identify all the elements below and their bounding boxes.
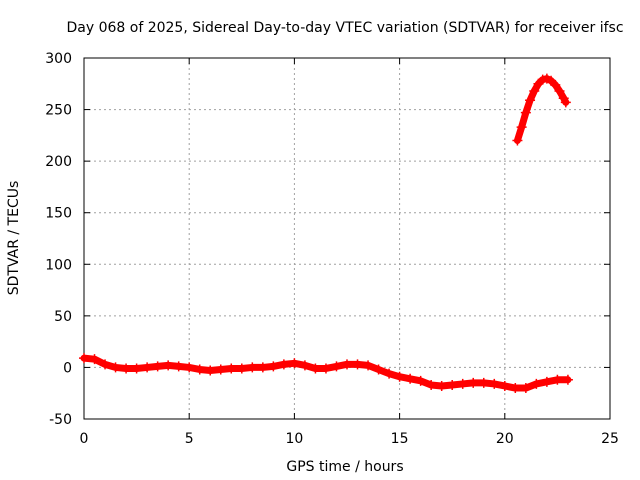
- series-1-point: [194, 364, 205, 375]
- series-1-point: [331, 361, 342, 372]
- series-1-point: [89, 354, 100, 365]
- series-1-point: [289, 358, 300, 369]
- series-2-point: [537, 74, 548, 85]
- series-2-point: [560, 97, 571, 108]
- series-2-point: [512, 135, 523, 146]
- y-tick-label: 50: [54, 309, 72, 325]
- series-1-point: [299, 360, 310, 371]
- y-tick-label: 200: [45, 154, 72, 170]
- series-1-point: [499, 380, 510, 391]
- series-1-point: [226, 363, 237, 374]
- y-tick-label: 100: [45, 257, 72, 273]
- series-1-point: [205, 365, 216, 376]
- series-1-point: [426, 379, 437, 390]
- series-1-point: [373, 364, 384, 375]
- y-tick-label: 150: [45, 206, 72, 222]
- chart-title: Day 068 of 2025, Sidereal Day-to-day VTE…: [66, 20, 623, 36]
- series-1-point: [520, 383, 531, 394]
- series-1-point: [457, 378, 468, 389]
- x-tick-label: 10: [285, 431, 303, 447]
- series-1-point: [541, 376, 552, 387]
- x-axis-label: GPS time / hours: [286, 459, 403, 475]
- plot-frame: [83, 57, 611, 420]
- series-1-point: [163, 360, 174, 371]
- series-1-point: [215, 364, 226, 375]
- series-1-point: [394, 371, 405, 382]
- series-2-point: [550, 79, 561, 90]
- series-1-point: [552, 374, 563, 385]
- series-1-point: [510, 383, 521, 394]
- x-axis: 0 5 10 15 20 25: [80, 58, 619, 447]
- series-2-point: [529, 86, 540, 97]
- x-tick-label: 5: [185, 431, 194, 447]
- series-2-point: [546, 75, 557, 86]
- series-1-point: [173, 361, 184, 372]
- series-1-point: [562, 374, 573, 385]
- series-1-point: [110, 362, 121, 373]
- series-1-point: [352, 359, 363, 370]
- series-1-point: [363, 360, 374, 371]
- series-1-point: [152, 361, 163, 372]
- series-2-point: [554, 86, 565, 97]
- series-2-point: [516, 122, 527, 133]
- series-2-point: [558, 93, 569, 104]
- y-axis: -50 0 50 100 150 200 250 300: [45, 51, 610, 428]
- series-1-point: [320, 363, 331, 374]
- series-1-point: [184, 362, 195, 373]
- series-1-point: [468, 377, 479, 388]
- y-axis-label: SDTVAR / TECUs: [6, 181, 22, 296]
- series-1-point: [79, 353, 89, 364]
- series-1-point: [478, 377, 489, 388]
- series-1-point: [268, 361, 279, 372]
- series-1-point: [247, 362, 258, 373]
- series-2-point: [525, 95, 536, 106]
- series-1-point: [236, 363, 247, 374]
- x-tick-label: 0: [80, 431, 89, 447]
- y-tick-label: 250: [45, 103, 72, 119]
- series-1-point: [405, 373, 416, 384]
- x-tick-label: 20: [496, 431, 514, 447]
- series-1-point: [531, 378, 542, 389]
- y-tick-label: 300: [45, 51, 72, 67]
- data-series: [79, 73, 573, 394]
- series-1-point: [436, 380, 447, 391]
- series-2-band: [513, 75, 570, 145]
- series-1-point: [342, 359, 352, 370]
- series-2-point: [541, 73, 552, 84]
- series-1-point: [447, 379, 458, 390]
- series-1-point: [100, 359, 111, 370]
- series-1-point: [121, 363, 132, 374]
- series-1-point: [131, 363, 142, 374]
- y-tick-label: -50: [49, 412, 72, 428]
- series-1-point: [415, 375, 426, 386]
- series-2-point: [520, 107, 531, 118]
- series-1-point: [489, 378, 500, 389]
- x-tick-label: 15: [391, 431, 409, 447]
- series-1-point: [257, 362, 268, 373]
- series-1-point: [384, 368, 395, 379]
- series-1-point: [278, 359, 289, 370]
- series-2-point: [533, 78, 544, 89]
- series-1-point: [310, 363, 321, 374]
- series-1-point: [142, 362, 153, 373]
- y-tick-label: 0: [63, 360, 72, 376]
- x-tick-label: 25: [601, 431, 619, 447]
